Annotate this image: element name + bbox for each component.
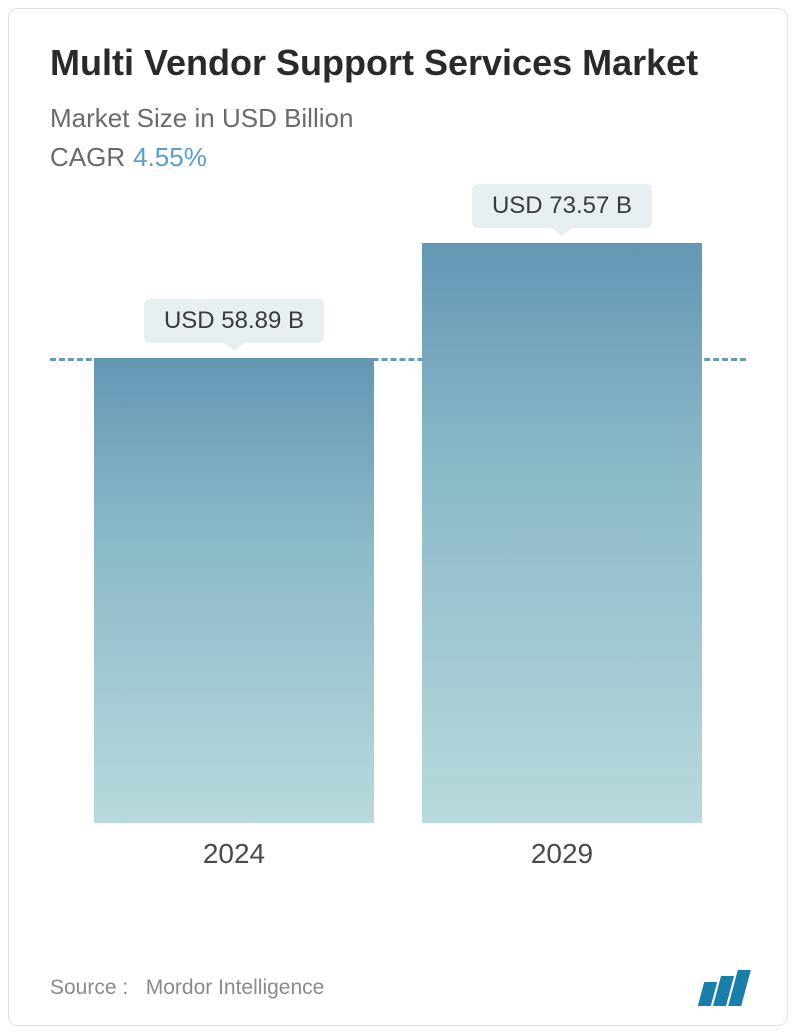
- bar-group-2024: USD 58.89 B: [94, 358, 374, 823]
- bars-container: USD 58.89 B USD 73.57 B: [50, 223, 746, 823]
- cagr-label: CAGR: [50, 142, 125, 172]
- year-label-2029: 2029: [422, 838, 702, 870]
- logo-icon: [701, 970, 746, 1006]
- chart-subtitle: Market Size in USD Billion: [50, 103, 746, 134]
- chart-area: USD 58.89 B USD 73.57 B: [50, 223, 746, 823]
- chart-container: Multi Vendor Support Services Market Mar…: [0, 0, 796, 1034]
- bar-2024: [94, 358, 374, 823]
- year-labels: 2024 2029: [50, 823, 746, 870]
- value-label-2029: USD 73.57 B: [472, 184, 652, 228]
- year-label-2024: 2024: [94, 838, 374, 870]
- bar-2029: [422, 243, 702, 823]
- cagr-line: CAGR 4.55%: [50, 142, 746, 173]
- bar-group-2029: USD 73.57 B: [422, 243, 702, 823]
- footer: Source : Mordor Intelligence: [50, 970, 746, 1006]
- value-label-2024: USD 58.89 B: [144, 299, 324, 343]
- source-label: Source :: [50, 976, 128, 999]
- source-text: Source : Mordor Intelligence: [50, 976, 324, 1000]
- chart-title: Multi Vendor Support Services Market: [50, 40, 746, 85]
- cagr-value: 4.55%: [133, 142, 207, 172]
- source-name: Mordor Intelligence: [146, 976, 325, 999]
